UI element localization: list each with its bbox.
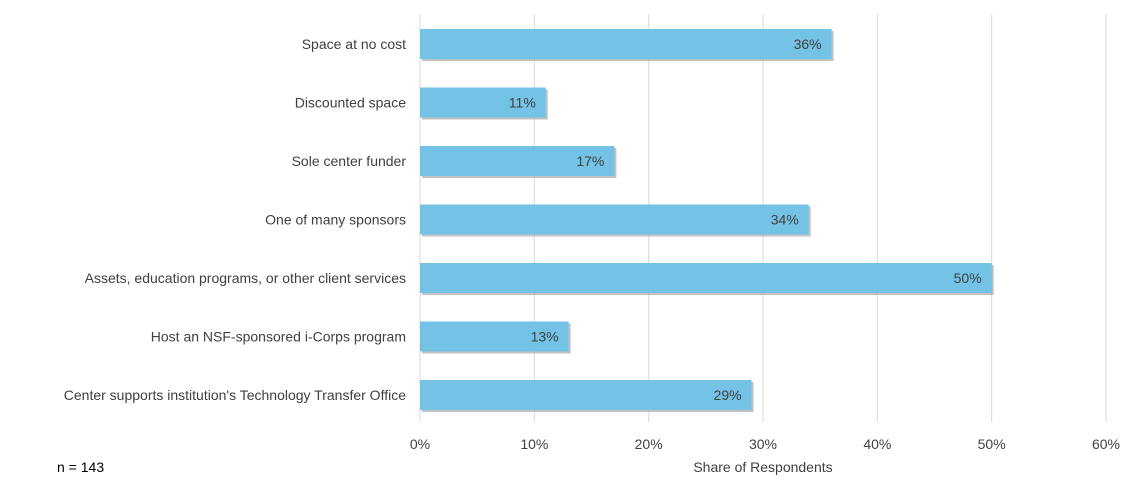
category-label: Assets, education programs, or other cli… [85,270,406,286]
x-tick-labels: 0% 10% 20% 30% 40% 50% 60% [410,436,1120,452]
x-tick-label: 0% [410,436,430,452]
x-tick-label: 50% [978,436,1006,452]
category-label: Discounted space [295,95,407,111]
sample-size-note: n = 143 [57,459,104,475]
bar [420,87,546,118]
x-tick-label: 10% [520,436,548,452]
category-label: Center supports institution's Technology… [64,387,406,403]
data-label: 11% [509,95,536,111]
category-label: Space at no cost [302,36,406,52]
bars [420,29,994,412]
x-tick-label: 40% [863,436,891,452]
bar [420,263,992,293]
x-tick-label: 30% [749,436,777,452]
data-labels: 36% 11% 17% 34% 50% 13% 29% [509,36,982,403]
data-label: 50% [954,270,982,286]
data-label: 13% [531,329,559,345]
category-label: Sole center funder [292,153,407,169]
bar [420,204,809,235]
x-tick-label: 20% [635,436,663,452]
data-label: 29% [714,387,742,403]
bar [420,321,569,352]
bar [420,29,832,59]
bar [420,146,615,176]
category-label: One of many sponsors [265,212,406,228]
category-label: Host an NSF-sponsored i-Corps program [151,329,406,345]
data-label: 17% [576,153,604,169]
bar [420,380,752,410]
data-label: 34% [771,212,799,228]
x-axis-title: Share of Respondents [693,459,832,475]
data-label: 36% [794,36,822,52]
x-tick-label: 60% [1092,436,1120,452]
category-labels: Space at no cost Discounted space Sole cen… [64,36,407,403]
